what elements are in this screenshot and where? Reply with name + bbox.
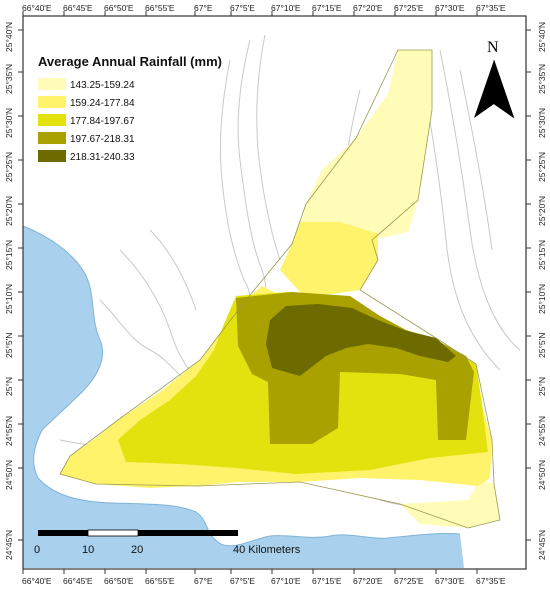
bottom-tick-label: 67°10'E [271, 576, 301, 586]
right-tick-label: 25°5'N [537, 333, 547, 358]
legend-swatch [38, 78, 66, 90]
right-tick-label: 24°50'N [537, 460, 547, 490]
left-tick-label: 25°30'N [4, 108, 14, 138]
left-tick-label: 25°N [4, 377, 14, 396]
rainfall-zone-218-240 [266, 304, 456, 376]
rainfall-zone-143-159 [300, 50, 432, 240]
top-tick-label: 67°20'E [353, 3, 383, 13]
bottom-tick-label: 67°5'E [230, 576, 255, 586]
legend-item: 143.25-159.24 [38, 78, 135, 91]
right-tick-label: 25°25'N [537, 152, 547, 182]
legend-item: 159.24-177.84 [38, 96, 135, 109]
right-tick-label: 25°15'N [537, 240, 547, 270]
graticule-ticks [18, 11, 531, 574]
top-tick-labels: 66°40'E 66°45'E 66°50'E 66°55'E 67°E 67°… [22, 3, 506, 13]
legend-label: 218.31-240.33 [70, 152, 135, 163]
legend-title: Average Annual Rainfall (mm) [38, 54, 222, 69]
legend-swatch [38, 150, 66, 162]
north-label: N [487, 39, 499, 56]
top-tick-label: 67°35'E [476, 3, 506, 13]
bottom-tick-label: 67°30'E [435, 576, 465, 586]
bottom-tick-label: 67°E [194, 576, 213, 586]
right-tick-label: 25°20'N [537, 196, 547, 226]
bottom-tick-labels: 66°40'E 66°45'E 66°50'E 66°55'E 67°E 67°… [22, 576, 506, 586]
right-tick-labels: 25°40'N 25°35'N 25°30'N 25°25'N 25°20'N … [537, 22, 547, 560]
top-tick-label: 66°45'E [63, 3, 93, 13]
right-tick-label: 25°40'N [537, 22, 547, 52]
right-tick-label: 24°55'N [537, 416, 547, 446]
legend-label: 159.24-177.84 [70, 98, 135, 109]
bottom-tick-label: 67°35'E [476, 576, 506, 586]
rainfall-zone-143-159-south [400, 480, 500, 528]
left-tick-labels: 25°40'N 25°35'N 25°30'N 25°25'N 25°20'N … [4, 22, 14, 560]
top-tick-label: 67°15'E [312, 3, 342, 13]
top-tick-label: 67°5'E [230, 3, 255, 13]
left-tick-label: 25°20'N [4, 196, 14, 226]
top-tick-label: 66°55'E [145, 3, 175, 13]
left-tick-label: 25°5'N [4, 333, 14, 358]
left-tick-label: 25°35'N [4, 64, 14, 94]
left-tick-label: 25°15'N [4, 240, 14, 270]
bottom-tick-label: 67°15'E [312, 576, 342, 586]
scale-label: 20 [131, 544, 143, 556]
legend-label: 177.84-197.67 [70, 116, 135, 127]
bottom-tick-label: 67°20'E [353, 576, 383, 586]
scale-label: 40 Kilometers [233, 544, 301, 556]
scale-segment [87, 529, 139, 537]
right-tick-label: 25°30'N [537, 108, 547, 138]
right-tick-label: 24°45'N [537, 530, 547, 560]
scale-label: 0 [34, 544, 40, 556]
left-tick-label: 24°50'N [4, 460, 14, 490]
legend-swatch [38, 96, 66, 108]
scale-bar: 0 10 20 40 Kilometers [34, 529, 301, 556]
legend-item: 177.84-197.67 [38, 114, 135, 127]
bottom-tick-label: 67°25'E [394, 576, 424, 586]
left-tick-label: 24°55'N [4, 416, 14, 446]
right-tick-label: 25°N [537, 377, 547, 396]
bottom-tick-label: 66°40'E [22, 576, 52, 586]
coastline [22, 225, 461, 547]
right-tick-label: 25°35'N [537, 64, 547, 94]
scale-segment [138, 530, 238, 536]
left-tick-label: 25°10'N [4, 284, 14, 314]
north-arrow-right-half [493, 59, 515, 119]
top-tick-label: 67°E [194, 3, 213, 13]
north-arrow-icon: N [474, 39, 515, 119]
scale-segment [38, 530, 88, 536]
study-area-outline [59, 49, 501, 529]
top-tick-label: 67°10'E [271, 3, 301, 13]
legend-item: 218.31-240.33 [38, 150, 135, 163]
north-arrow-left-half [474, 60, 494, 118]
top-tick-label: 67°25'E [394, 3, 424, 13]
legend-label: 143.25-159.24 [70, 80, 135, 91]
bottom-tick-label: 66°55'E [145, 576, 175, 586]
legend: Average Annual Rainfall (mm) 143.25-159.… [38, 54, 222, 163]
left-tick-label: 24°45'N [4, 530, 14, 560]
bottom-tick-label: 66°50'E [104, 576, 134, 586]
bottom-tick-label: 66°45'E [63, 576, 93, 586]
right-tick-label: 25°10'N [537, 284, 547, 314]
top-tick-label: 67°30'E [435, 3, 465, 13]
top-tick-label: 66°40'E [22, 3, 52, 13]
left-tick-label: 25°40'N [4, 22, 14, 52]
legend-swatch [38, 132, 66, 144]
left-tick-label: 25°25'N [4, 152, 14, 182]
legend-swatch [38, 114, 66, 126]
legend-item: 197.67-218.31 [38, 132, 135, 145]
top-tick-label: 66°50'E [104, 3, 134, 13]
scale-label: 10 [82, 544, 94, 556]
legend-label: 197.67-218.31 [70, 134, 135, 145]
